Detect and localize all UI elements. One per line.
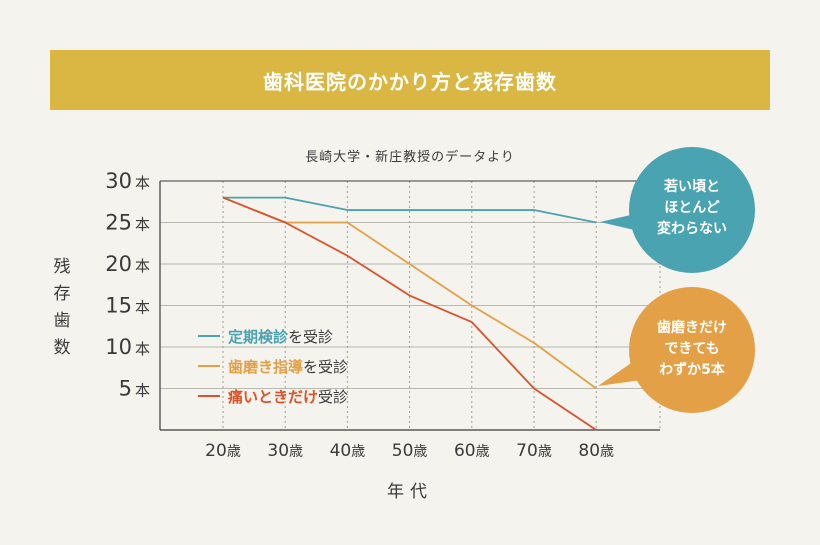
y-tick-label: 10 本 [105,335,150,359]
y-axis-label-char: 歯 [54,311,71,331]
y-axis-label-char: 存 [54,284,71,304]
legend-label: 痛いときだけ受診 [227,388,348,406]
callout-bottom-line: できても [664,341,720,357]
axes [159,180,660,431]
series-line [222,196,597,431]
x-tick-label: 30歳 [267,441,303,461]
title-banner: 歯科医院のかかり方と残存歯数 [50,50,770,110]
callout-bottom: 歯磨きだけ できても わずか5本 [632,318,752,381]
y-tick-label: 30 本 [105,169,150,193]
y-tick-label: 25 本 [105,211,150,235]
legend-label: 歯磨き指導を受診 [228,358,348,376]
callout-top: 若い頃と ほとんど 変わらない [632,177,752,240]
callout-top-line: 若い頃と [664,179,720,195]
series-line [223,196,597,224]
y-axis-label-char: 数 [54,338,71,358]
chart-title: 歯科医院のかかり方と残存歯数 [263,69,557,94]
y-tick-label: 15 本 [105,294,150,318]
callout-top-line: ほとんど [664,200,720,216]
y-tick-labels: 5 本 10 本 15 本 20 本 25 本 30 本 [105,169,150,401]
x-tick-label: 20歳 [205,441,241,461]
x-axis-label: 年代 [387,482,433,502]
x-tick-label: 70歳 [516,441,552,461]
series-lines [222,196,597,431]
y-axis-label-char: 残 [54,257,71,277]
x-tick-label: 40歳 [330,441,366,461]
callout-bottom-line: 歯磨きだけ [657,320,727,336]
x-tick-label: 80歳 [578,441,614,461]
y-tick-label: 20 本 [105,252,150,276]
callout-bubbles [598,147,755,413]
callout-bottom-bubble [629,287,755,413]
callout-top-line: 変わらない [657,221,727,237]
x-tick-label: 50歳 [392,441,428,461]
x-tick-label: 60歳 [454,441,490,461]
y-axis-label: 残存歯数 [54,257,71,358]
source-note: 長崎大学・新庄教授のデータより [305,150,515,165]
legend-label: 定期検診を受診 [228,328,333,346]
callout-bottom-line: わずか5本 [659,362,725,378]
callout-top-bubble [629,147,755,273]
